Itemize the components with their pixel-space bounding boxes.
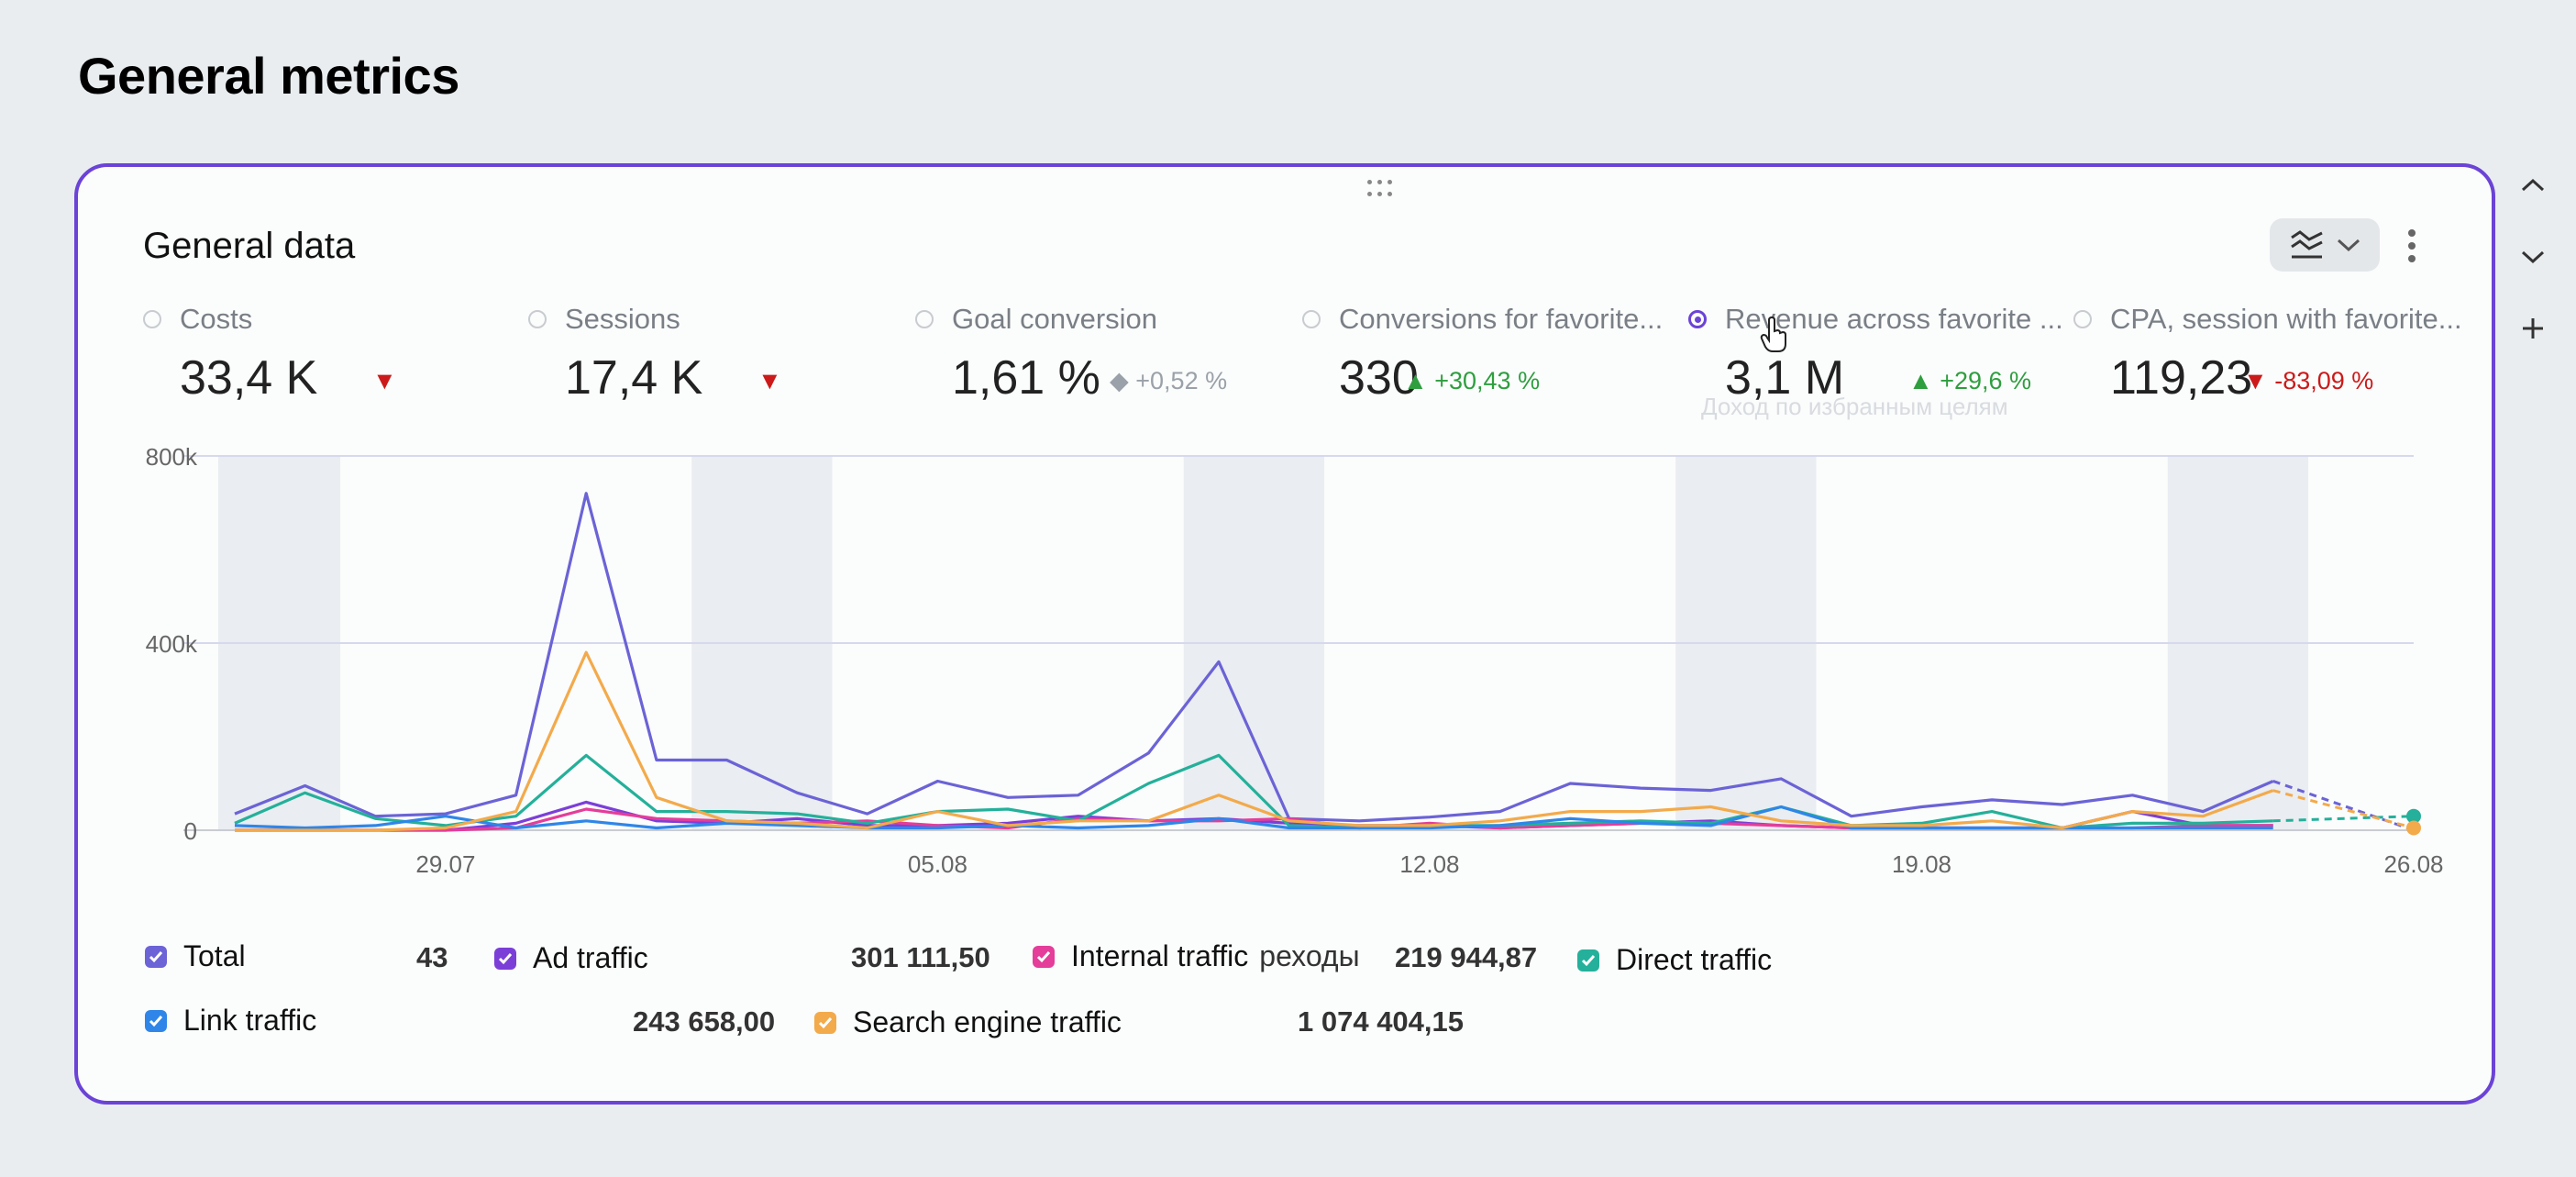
metric-name: Conversions for favorite...	[1339, 303, 1664, 335]
legend-item-internal-traffic[interactable]: Internal traffic реходы	[1033, 939, 1360, 973]
metric-goal-conversion[interactable]: Goal conversion 1,61 % ◆ +0,52 %	[915, 303, 1300, 431]
legend-label: Direct traffic	[1616, 943, 1773, 976]
checkbox-checked-icon[interactable]	[145, 945, 167, 968]
move-up-button[interactable]	[2513, 165, 2553, 205]
legend-item-search-engine-traffic[interactable]: Search engine traffic	[814, 1005, 1122, 1039]
drag-handle-icon[interactable]	[1366, 180, 1394, 198]
legend-label: Ad traffic	[533, 941, 648, 974]
checkbox-checked-icon[interactable]	[145, 1009, 167, 1032]
trend-down-icon: ▼	[2243, 367, 2275, 394]
vertical-dots-icon	[2408, 229, 2416, 262]
more-options-button[interactable]	[2398, 220, 2426, 272]
legend-value: 43	[416, 941, 448, 973]
legend-value: 219 944,87	[1395, 941, 1538, 973]
multi-line-chart-icon	[2291, 230, 2323, 259]
legend-item-ad-traffic[interactable]: Ad traffic	[494, 941, 648, 975]
metric-radio[interactable]	[528, 310, 547, 328]
trend-up-icon: ▲	[1403, 367, 1435, 394]
metric-value: 330	[1339, 351, 1419, 405]
metric-revenue-favorite[interactable]: Revenue across favorite ... 3,1 M ▲ +29,…	[1688, 303, 2073, 431]
delta-value: -83,09 %	[2274, 367, 2374, 394]
legend-label: Total	[183, 939, 246, 972]
metric-value: 33,4 K	[180, 351, 318, 405]
checkbox-checked-icon[interactable]	[1577, 949, 1599, 972]
metric-radio[interactable]	[2073, 310, 2092, 328]
tooltip-ghost: Доход по избранным целям	[1701, 393, 2008, 420]
metric-value: 17,4 K	[565, 351, 703, 405]
trend-neutral-icon: ◆	[1110, 367, 1136, 394]
legend-item-link-traffic[interactable]: Link traffic	[145, 1004, 316, 1038]
legend-item-total[interactable]: Total	[145, 939, 246, 973]
hand-cursor-icon	[1760, 316, 1786, 352]
legend-value: 1 074 404,15	[1298, 1005, 1465, 1038]
widget-title: General data	[143, 226, 356, 266]
metric-cpa-favorite[interactable]: CPA, session with favorite... 119,23 ▼ -…	[2073, 303, 2462, 431]
metric-conversions-favorite[interactable]: Conversions for favorite... 330 ▲ +30,43…	[1302, 303, 1687, 431]
trend-up-icon: ▲	[1908, 367, 1940, 394]
trend-down-icon: ▼	[757, 367, 782, 394]
legend-label: Search engine traffic	[853, 1005, 1122, 1038]
chevron-down-icon	[2337, 239, 2360, 252]
legend-label: Link traffic	[183, 1004, 317, 1037]
metric-delta: ▲ +30,43 %	[1403, 367, 1540, 395]
metric-radio-selected[interactable]	[1688, 310, 1707, 328]
legend-value: 243 658,00	[633, 1005, 776, 1038]
metric-value: 1,61 %	[952, 351, 1100, 405]
checkbox-checked-icon[interactable]	[1033, 945, 1055, 968]
checkbox-checked-icon[interactable]	[814, 1011, 836, 1034]
metric-value: 119,23	[2110, 351, 2253, 405]
widget-side-controls	[2513, 165, 2553, 380]
metric-name: Sessions	[565, 303, 680, 335]
page-title: General metrics	[78, 47, 459, 105]
metric-radio[interactable]	[1302, 310, 1321, 328]
metric-name: Goal conversion	[952, 303, 1158, 335]
legend-label: Internal traffic	[1071, 939, 1249, 972]
delta-value: +0,52 %	[1135, 367, 1228, 394]
plus-icon	[2523, 318, 2543, 339]
metric-radio[interactable]	[915, 310, 934, 328]
metric-delta: ◆ +0,52 %	[1110, 367, 1227, 395]
metrics-row: Costs 33,4 K ▼ Sessions 17,4 K ▼ Goal co…	[143, 303, 2462, 431]
metric-value: 3,1 M	[1725, 351, 1845, 405]
metric-costs[interactable]: Costs 33,4 K ▼	[143, 303, 528, 431]
legend-value: 301 111,50	[851, 941, 990, 973]
trend-down-icon: ▼	[372, 367, 397, 394]
chevron-up-icon	[2521, 178, 2545, 192]
delta-value: +30,43 %	[1434, 367, 1541, 394]
move-down-button[interactable]	[2513, 237, 2553, 277]
add-widget-button[interactable]	[2513, 308, 2553, 349]
metric-name: CPA, session with favorite...	[2110, 303, 2462, 335]
metric-name: Costs	[180, 303, 253, 335]
legend-label-extra: реходы	[1259, 939, 1360, 972]
delta-value: +29,6 %	[1940, 367, 2032, 394]
metric-delta: ▲ +29,6 %	[1908, 367, 2031, 395]
chevron-down-icon	[2521, 250, 2545, 264]
legend-item-direct-traffic[interactable]: Direct traffic	[1577, 943, 1772, 977]
checkbox-checked-icon[interactable]	[494, 947, 516, 970]
metric-radio[interactable]	[143, 310, 161, 328]
metric-delta: ▼ -83,09 %	[2243, 367, 2373, 395]
metric-sessions[interactable]: Sessions 17,4 K ▼	[528, 303, 913, 431]
chart-type-button[interactable]	[2270, 218, 2380, 272]
